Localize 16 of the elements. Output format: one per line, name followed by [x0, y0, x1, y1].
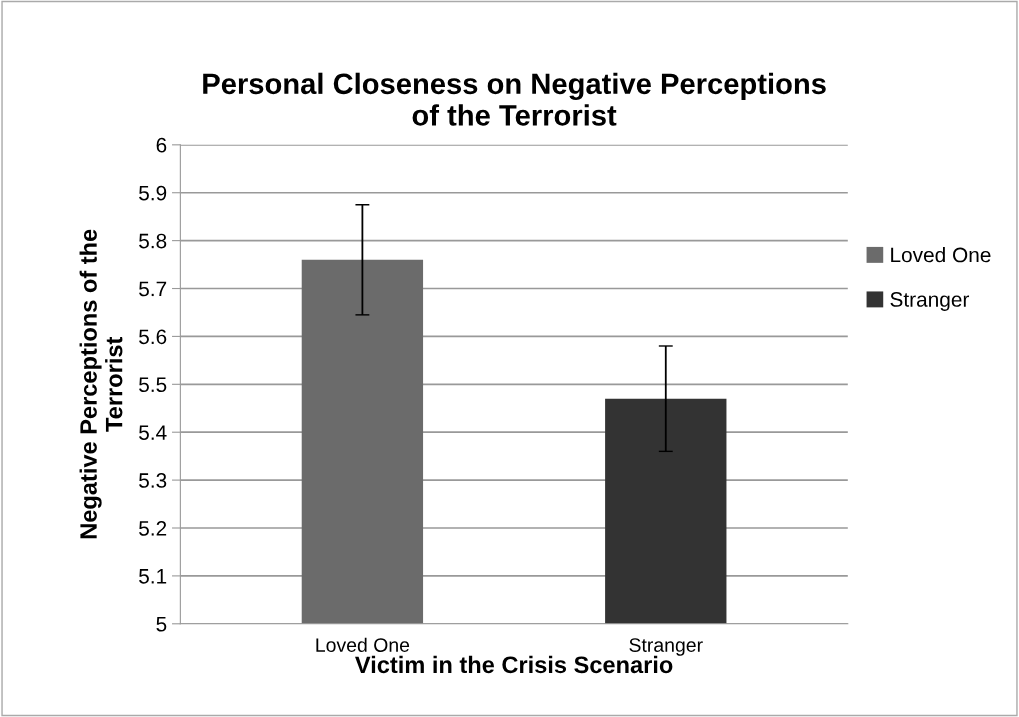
y-tick-label: 5.7 — [139, 281, 167, 297]
y-tick-label: 5.9 — [139, 185, 167, 201]
chart-title: Personal Closeness on Negative Perceptions of the Terrorist — [203, 72, 826, 126]
y-tick-label: 5.4 — [139, 425, 167, 440]
y-tick-label: 5.2 — [139, 521, 167, 536]
y-axis-title: Negative Perceptions of the Terrorist — [79, 229, 123, 539]
y-tick-label: 5.3 — [139, 473, 167, 488]
y-tick-label: 5.6 — [139, 329, 167, 345]
x-axis-title: Victim in the Crisis Scenario — [355, 655, 673, 674]
legend-label: Stranger — [890, 292, 970, 311]
y-tick-label: 6 — [156, 137, 167, 153]
legend-label: Loved One — [891, 247, 991, 263]
y-tick-label: 5.1 — [139, 569, 167, 584]
y-tick-label: 5.5 — [139, 377, 167, 393]
y-tick-label: 5.8 — [139, 233, 167, 249]
y-tick-label: 5 — [156, 617, 167, 632]
